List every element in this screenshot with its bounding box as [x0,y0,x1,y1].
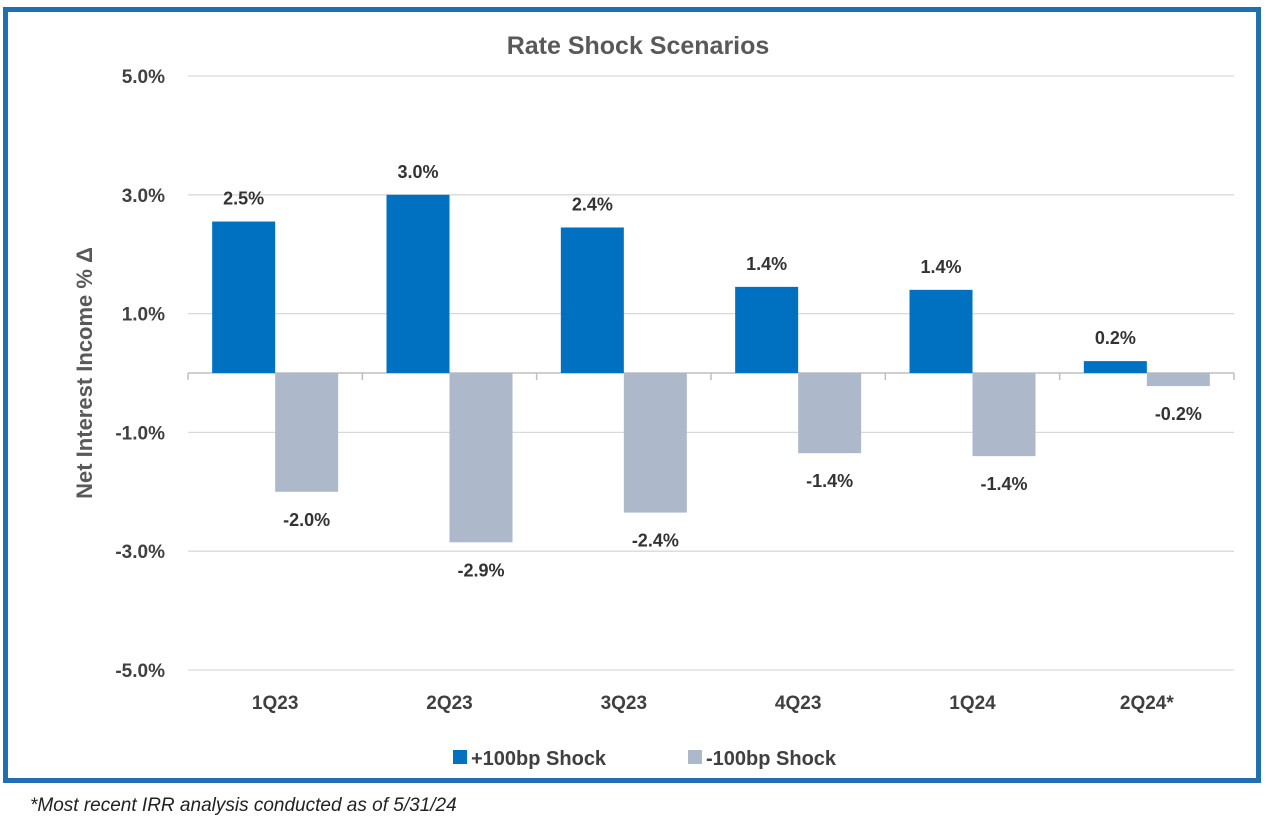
legend-label: -100bp Shock [706,748,837,770]
x-tick-label: 2Q23 [426,693,472,714]
bar-data-label: -0.2% [1155,404,1202,424]
bar-data-label: -1.4% [806,471,853,491]
y-tick-label: -5.0% [115,661,165,682]
y-tick-label: -1.0% [115,423,165,444]
bar-data-label: -2.4% [632,531,679,551]
y-tick-label: 3.0% [122,186,165,207]
bar-data-label: -2.0% [283,510,330,530]
bar-minus-100bp [1146,373,1210,387]
legend-label: +100bp Shock [471,748,607,770]
bar-minus-100bp [449,373,513,543]
footnote: *Most recent IRR analysis conducted as o… [30,795,457,816]
bar-data-labels: 2.5% 3.0% 2.4% 1.4% 1.4% 0.2% -2.0% -2.9% -2.4% -… [223,162,1202,580]
bar-plus-100bp [560,227,624,373]
chart-title: Rate Shock Scenarios [507,32,770,60]
x-tick-label: 4Q23 [775,693,821,714]
bar-minus-100bp [972,373,1036,457]
y-tick-label: -3.0% [115,542,165,563]
bar-data-label: 1.4% [746,254,787,274]
y-tick-label: 1.0% [122,305,165,326]
bar-data-label: -1.4% [980,474,1027,494]
bar-data-label: 2.5% [223,189,264,209]
bar-minus-100bp [798,373,862,454]
legend-swatch-plus [453,750,467,764]
bar-minus-100bp [623,373,687,513]
bar-data-label: 2.4% [572,194,613,214]
bar-plus-100bp [386,194,450,373]
bar-data-label: 0.2% [1095,328,1136,348]
bar-data-label: 3.0% [397,162,438,182]
y-tick-labels: -5.0% -3.0% -1.0% 1.0% 3.0% 5.0% [115,67,165,682]
y-tick-label: 5.0% [122,67,165,88]
bar-data-label: 1.4% [920,257,961,277]
gridlines [187,75,1235,671]
bar-data-label: -2.9% [457,560,504,580]
x-tick-label: 1Q23 [252,693,298,714]
bars [212,194,1210,543]
legend: +100bp Shock -100bp Shock [453,748,837,770]
x-tick-label: 2Q24* [1120,693,1174,714]
bar-plus-100bp [1083,361,1147,373]
y-axis-label: Net Interest Income % Δ [72,247,97,499]
bar-plus-100bp [909,289,973,373]
x-tick-labels: 1Q23 2Q23 3Q23 4Q23 1Q24 2Q24* [252,693,1174,714]
bar-plus-100bp [212,221,276,373]
x-tick-label: 3Q23 [601,693,647,714]
bar-minus-100bp [275,373,339,492]
bar-plus-100bp [735,286,799,373]
x-tick-label: 1Q24 [949,693,996,714]
legend-swatch-minus [688,750,702,764]
